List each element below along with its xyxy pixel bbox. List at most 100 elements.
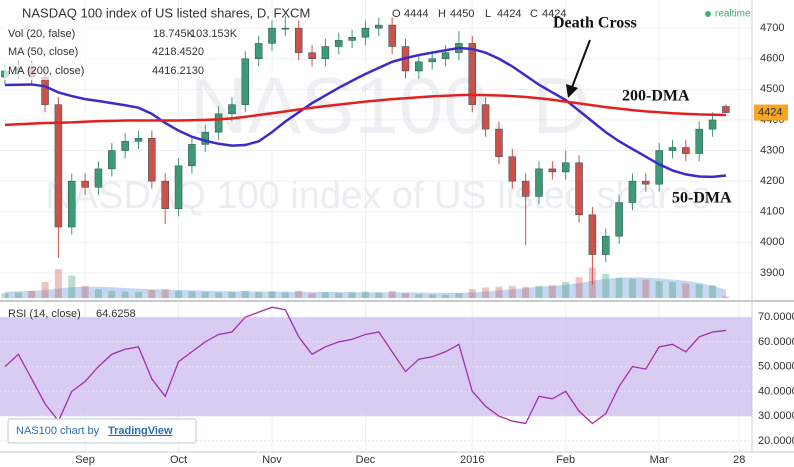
candle-body	[188, 144, 196, 167]
annotation: 200-DMA	[622, 88, 690, 105]
x-tick-label: 28	[733, 454, 745, 466]
volume-bar	[308, 293, 316, 298]
volume-bar	[455, 293, 463, 298]
status-dot	[705, 11, 711, 17]
volume-bar	[148, 290, 156, 298]
ohlc-label: O	[392, 8, 401, 20]
ohlc-value: 4444	[404, 8, 428, 20]
candle-body	[708, 119, 717, 130]
volume-bar	[175, 290, 183, 298]
volume-bar	[321, 292, 329, 298]
volume-bar	[415, 294, 423, 298]
y-tick-label: 4500	[760, 83, 784, 95]
candle-body	[108, 150, 116, 170]
candle-body	[161, 180, 169, 209]
volume-bar	[335, 292, 343, 298]
volume-bar	[548, 285, 556, 298]
candle-body	[134, 138, 143, 142]
watermark-subtitle: NASDAQ 100 index of US listed shares	[45, 175, 710, 217]
candle-body	[602, 235, 610, 255]
volume-bar	[268, 291, 276, 298]
volume-bar	[241, 290, 249, 298]
candle-body	[642, 180, 650, 185]
candle-body	[388, 24, 396, 47]
y-tick-label: 70.0000	[758, 311, 794, 323]
volume-bar	[535, 286, 543, 298]
title: NASDAQ 100 index of US listed shares, D,…	[22, 5, 310, 20]
candle-body	[548, 168, 557, 173]
volume-bar	[161, 289, 169, 298]
volume-bar	[442, 294, 450, 298]
x-tick-label: Dec	[356, 454, 376, 466]
volume-bar	[375, 292, 383, 298]
volume-bar	[228, 292, 236, 298]
volume-bar	[628, 278, 636, 298]
volume-bar	[522, 286, 530, 298]
watermark: NAS100, D	[190, 61, 590, 150]
volume-bar	[1, 293, 9, 298]
rsi-line	[4, 306, 726, 425]
volume-bar	[388, 290, 396, 298]
volume-bar	[81, 286, 89, 298]
x-tick-label: Nov	[262, 454, 282, 466]
credit-link[interactable]: TradingView	[108, 425, 173, 437]
candle-body	[54, 104, 63, 228]
ma-line	[4, 93, 726, 127]
volume-bar	[14, 292, 22, 298]
candle-body	[335, 40, 343, 47]
candle-body	[254, 43, 263, 59]
candle-body	[521, 180, 530, 197]
volume-bar	[348, 292, 356, 298]
ohlc-value: 4450	[450, 8, 474, 20]
legend-value: 4218.4520	[152, 46, 204, 58]
candle-body	[495, 128, 503, 157]
candle-body	[321, 46, 330, 59]
volume-bar	[108, 290, 116, 298]
legend-name: MA (50, close)	[8, 46, 78, 58]
volume-bar	[669, 282, 676, 298]
ohlc-label: C	[530, 8, 538, 20]
candle-body	[668, 147, 677, 151]
candle-body	[268, 27, 276, 44]
volume-bar	[428, 294, 436, 298]
x-tick-label: Sep	[75, 454, 95, 466]
volume-bar	[94, 289, 102, 298]
y-tick-label: 50.0000	[758, 361, 794, 373]
volume-bar	[655, 281, 663, 298]
y-tick-label: 4100	[760, 206, 784, 218]
volume-bar	[602, 274, 610, 298]
last-price: 4424	[758, 106, 782, 118]
candle-body	[241, 58, 250, 105]
candle-body	[81, 180, 89, 188]
legend-box	[4, 62, 209, 80]
price-layer	[1, 15, 730, 298]
candle-body	[281, 27, 290, 30]
x-tick-label: Mar	[650, 454, 669, 466]
legend-value: 18.745K	[153, 28, 195, 40]
volume-bar	[281, 292, 289, 298]
y-tick-label: 3900	[760, 267, 784, 279]
candle-body	[121, 141, 129, 151]
volume-bar	[121, 291, 129, 298]
candle-body	[428, 58, 436, 63]
volume-bar	[709, 285, 717, 298]
volume-bar	[722, 296, 730, 298]
legend-name: MA (200, close)	[8, 65, 84, 77]
credit-box	[7, 418, 197, 444]
volume-bar	[28, 290, 36, 298]
volume-bar	[361, 291, 369, 298]
volume-bar	[695, 284, 703, 298]
legend-box	[4, 25, 229, 43]
candle-body	[415, 61, 423, 72]
candle-body	[481, 104, 490, 130]
candle-body	[468, 43, 476, 105]
volume-bar	[54, 269, 62, 298]
candle-body	[508, 156, 517, 182]
candle-body	[294, 27, 303, 53]
candle-body	[228, 104, 236, 115]
candle-body	[201, 131, 209, 145]
candle-body	[535, 168, 543, 197]
volume-bar	[562, 282, 570, 298]
